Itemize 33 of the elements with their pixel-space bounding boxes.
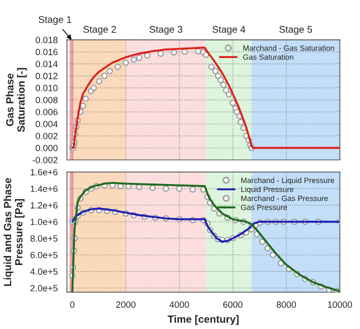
y-tick-label: 0.016 <box>36 48 58 56</box>
y-tick-label: 2.0e+5 <box>30 284 58 292</box>
y-axis-title: Gas Phase Saturation [-] <box>6 68 27 132</box>
y-tick-label: 1.4e+6 <box>30 186 58 192</box>
y-tick-label: 0.004 <box>36 120 58 128</box>
x-tick-label: 6000 <box>223 301 243 308</box>
y-tick-label: 8.0e+5 <box>30 235 58 242</box>
y-tick-label: 0.012 <box>36 72 58 80</box>
y-tick-label: 0.018 <box>36 36 58 44</box>
y-tick-label: 0.000 <box>36 144 58 152</box>
y-tick-label: 0.014 <box>36 60 58 68</box>
x-tick-label: 10000 <box>328 301 352 308</box>
y-tick-label: 6.0e+5 <box>30 252 58 258</box>
x-axis-title: Time [century] <box>168 315 239 325</box>
y-tick-label: 1.0e+6 <box>30 218 58 226</box>
x-tick-label: 4000 <box>169 301 190 308</box>
band-label: Stage 5 <box>279 26 312 35</box>
band-label: Stage 3 <box>150 26 182 35</box>
x-tick-label: 2000 <box>116 301 136 308</box>
y-tick-label: -0.002 <box>32 156 58 164</box>
band-label: Stage 4 <box>212 26 246 35</box>
y-tick-label: 0.010 <box>36 84 58 92</box>
x-tick-label: 8000 <box>276 301 296 308</box>
y-tick-label: 4.0e+5 <box>30 268 58 275</box>
y-tick-label: 0.002 <box>36 132 58 140</box>
y-tick-label: 0.006 <box>36 108 58 116</box>
x-tick-label: 0 <box>70 301 74 308</box>
band-label: Stage 2 <box>83 26 116 35</box>
y-tick-label: 1.2e+6 <box>30 202 58 209</box>
y-axis-title: Liquid and Gas Phase Pressure [Pa] <box>4 178 25 286</box>
y-tick-label: 1.6e+6 <box>30 169 58 176</box>
band-label: Stage 1 <box>38 16 72 25</box>
y-tick-label: 0.008 <box>36 96 58 104</box>
